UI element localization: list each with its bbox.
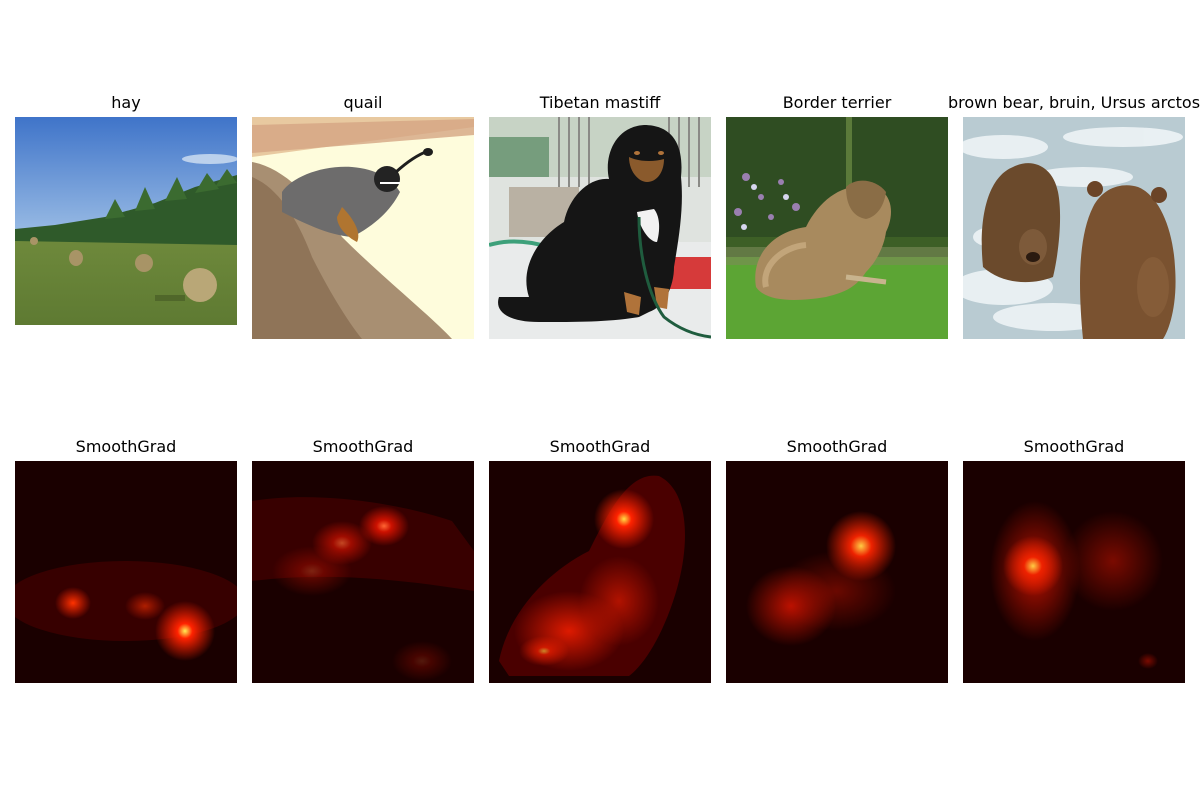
saliency-heatmap-hay xyxy=(15,461,237,683)
saliency-heatmap-mastiff xyxy=(489,461,711,683)
panel-title-quail: quail xyxy=(343,93,383,112)
bear-photo xyxy=(963,117,1185,339)
panel-title-tibetan-mastiff: Tibetan mastiff xyxy=(539,93,661,112)
panel-title-smoothgrad-4: SmoothGrad xyxy=(786,437,888,456)
panel-title-brown-bear: brown bear, bruin, Ursus arctos xyxy=(947,93,1200,112)
mastiff-photo xyxy=(489,117,711,339)
panel-title-smoothgrad-5: SmoothGrad xyxy=(1023,437,1125,456)
panel-title-smoothgrad-2: SmoothGrad xyxy=(312,437,414,456)
quail-photo xyxy=(252,117,474,339)
terrier-photo xyxy=(726,117,948,339)
panel-title-smoothgrad-3: SmoothGrad xyxy=(549,437,651,456)
panel-title-hay: hay xyxy=(111,93,141,112)
panel-title-border-terrier: Border terrier xyxy=(782,93,892,112)
saliency-heatmap-quail xyxy=(252,461,474,683)
panel-title-smoothgrad-1: SmoothGrad xyxy=(75,437,177,456)
hay-photo xyxy=(15,117,237,325)
saliency-heatmap-bear xyxy=(963,461,1185,683)
saliency-heatmap-terrier xyxy=(726,461,948,683)
